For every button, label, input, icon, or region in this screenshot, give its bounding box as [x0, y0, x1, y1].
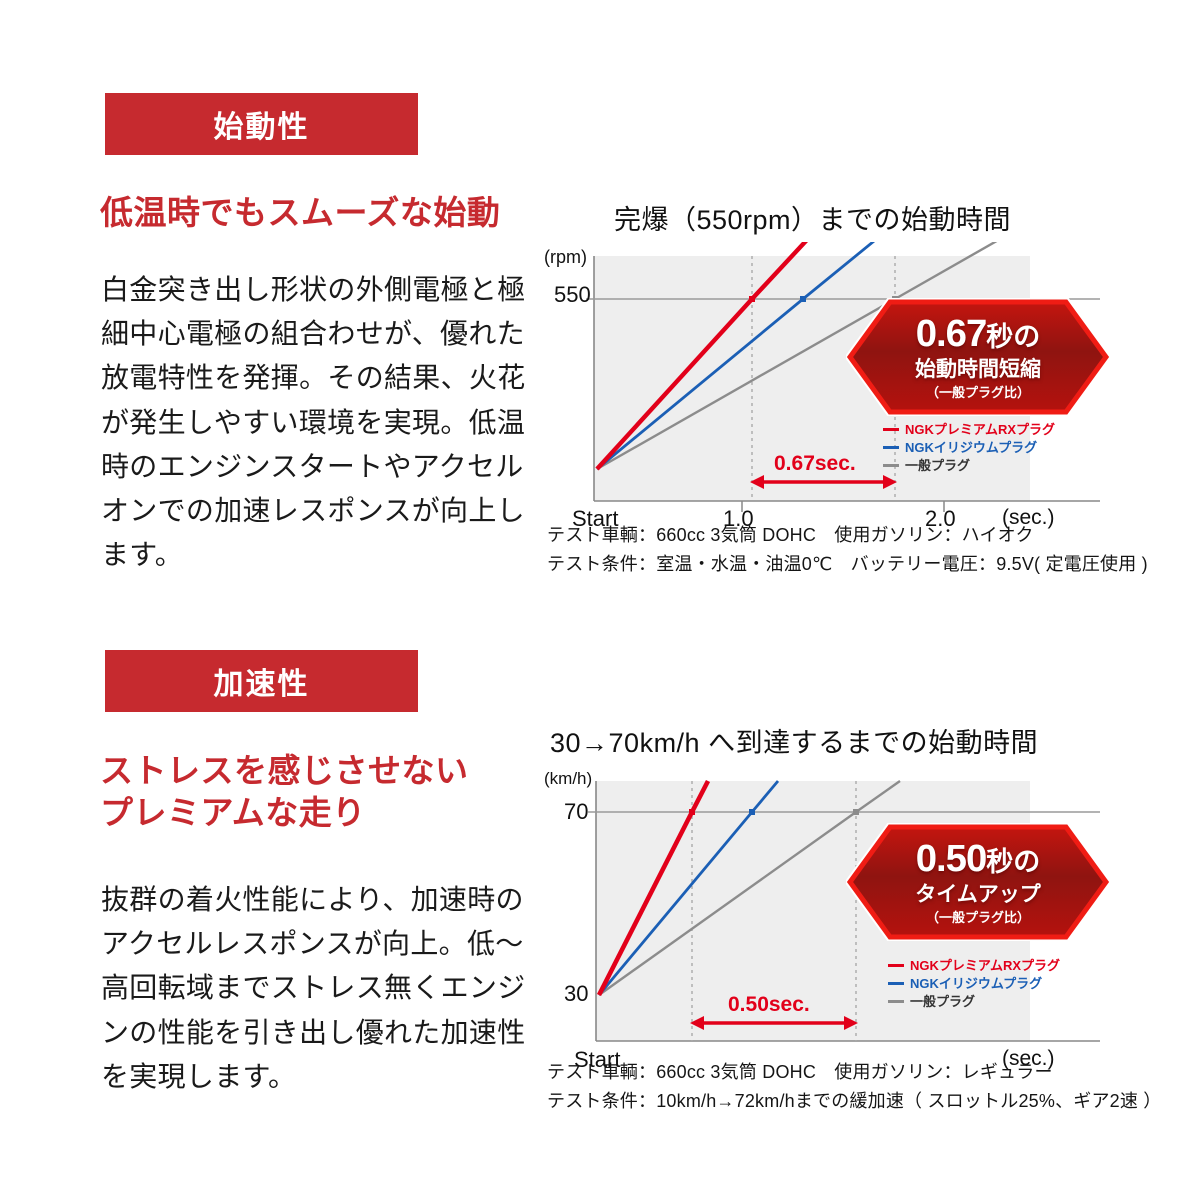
series-line-rx-2-upper: [689, 779, 711, 814]
x-tick-label-start: Start: [572, 506, 619, 531]
crossing-dot-iridium-2: [749, 809, 755, 815]
annotation-label-067sec: 0.67sec.: [774, 452, 856, 475]
series-line-standard: [596, 297, 896, 471]
legend-label-iridium-2: NGKイリジウムプラグ: [910, 976, 1043, 991]
legend-item-rx-2: NGKプレミアムRXプラグ: [888, 959, 1060, 972]
legend-label-rx: NGKプレミアムRXプラグ: [905, 422, 1056, 437]
legend-label-standard: 一般プラグ: [905, 458, 971, 473]
legend-item-iridium-2: NGKイリジウムプラグ: [888, 977, 1060, 990]
section-tag-label: 始動性: [213, 111, 310, 144]
legend-item-iridium: NGKイリジウムプラグ: [883, 441, 1055, 454]
x-axis-unit-sec-2: (sec.): [1002, 1047, 1055, 1070]
y-axis-unit-kmh: (km/h): [544, 769, 593, 788]
body-text-startability: 白金突き出し形状の外側電極と極細中心電極の組合わせが、優れた放電特性を発揮。その…: [101, 274, 526, 571]
body-text-acceleration: 抜群の着火性能により、加速時のアクセルレスポンスが向上。低〜高回転域までストレス…: [101, 884, 526, 1092]
series-line-iridium-upper: [802, 242, 876, 301]
badge-acceleration: 0.50秒の タイムアップ （一般プラグ比）: [846, 823, 1110, 941]
legend-dash-rx-2: [888, 964, 904, 967]
y-axis-unit-rpm: (rpm): [544, 247, 587, 267]
legend-label-rx-2: NGKプレミアムRXプラグ: [910, 958, 1061, 973]
section-tag-label-2: 加速性: [213, 668, 310, 701]
section-tag-startability: 始動性: [105, 93, 418, 155]
series-line-rx-upper: [750, 242, 808, 301]
section-tag-acceleration: 加速性: [105, 650, 418, 712]
crossing-dot-iridium: [800, 296, 806, 302]
chart-block-acceleration: 30→70km/h へ到達するまでの始動時間: [540, 715, 1140, 1072]
series-line-standard-2: [598, 811, 857, 996]
y-tick-label-70: 70: [564, 799, 589, 824]
legend-dash-standard-2: [888, 1000, 904, 1003]
footnote-startability-condition: テスト条件：室温・水温・油温0℃ バッテリー電圧：9.5V( 定電圧使用 ): [547, 554, 1148, 574]
chart-legend-startability: NGKプレミアムRXプラグ NGKイリジウムプラグ 一般プラグ: [883, 423, 1055, 477]
series-line-standard-2-upper: [855, 780, 901, 813]
chart-legend-acceleration: NGKプレミアムRXプラグ NGKイリジウムプラグ 一般プラグ: [888, 959, 1060, 1013]
chart-title-acceleration: 30→70km/h へ到達するまでの始動時間: [550, 728, 1039, 758]
footnote-startability-vehicle: テスト車輌：660cc 3気筒 DOHC 使用ガソリン：ハイオク: [547, 525, 1034, 545]
crossing-dot-standard-2: [853, 809, 859, 815]
badge-shape: [846, 299, 1110, 415]
series-line-iridium-2: [597, 811, 754, 996]
x-tick-label-2: 2.0: [925, 506, 956, 531]
chart-block-startability: 完爆（550rpm）までの始動時間: [540, 190, 1140, 531]
series-line-standard-upper: [894, 242, 998, 301]
legend-item-standard: 一般プラグ: [883, 459, 1055, 472]
x-tick-label-start-2: Start: [574, 1047, 621, 1072]
legend-dash-rx: [883, 428, 899, 431]
crossing-dot-rx-2: [689, 809, 695, 815]
legend-label-standard-2: 一般プラグ: [910, 994, 976, 1009]
y-tick-label-550: 550: [554, 282, 591, 307]
chart-title-startability: 完爆（550rpm）までの始動時間: [614, 205, 1012, 235]
x-axis-unit-sec: (sec.): [1002, 506, 1055, 529]
annotation-arrow-050: [690, 1016, 858, 1030]
headline-acceleration: ストレスを感じさせない プレミアムな走り: [100, 752, 469, 832]
badge-startability: 0.67秒の 始動時間短縮 （一般プラグ比）: [846, 298, 1110, 416]
series-line-rx: [595, 297, 754, 471]
headline-startability: 低温時でもスムーズな始動: [100, 194, 501, 231]
x-tick-label-1: 1.0: [723, 506, 754, 531]
legend-dash-standard: [883, 464, 899, 467]
legend-label-iridium: NGKイリジウムプラグ: [905, 440, 1038, 455]
legend-item-rx: NGKプレミアムRXプラグ: [883, 423, 1055, 436]
footnote-acceleration-vehicle: テスト車輌：660cc 3気筒 DOHC 使用ガソリン：レギュラー: [547, 1062, 1053, 1082]
annotation-label-050sec: 0.50sec.: [728, 993, 810, 1016]
legend-dash-iridium: [883, 446, 899, 449]
crossing-dot-rx: [749, 296, 755, 302]
badge-shape-2: [846, 824, 1110, 940]
series-line-iridium: [596, 297, 804, 471]
series-line-rx-2: [596, 810, 695, 997]
legend-item-standard-2: 一般プラグ: [888, 995, 1060, 1008]
footnote-acceleration-condition: テスト条件：10km/h→72km/hまでの緩加速（ スロットル25%、ギア2速…: [547, 1091, 1162, 1111]
series-line-iridium-2-upper: [750, 780, 780, 813]
legend-dash-iridium-2: [888, 982, 904, 985]
y-tick-label-30: 30: [564, 981, 589, 1006]
annotation-arrow-067: [750, 475, 897, 489]
